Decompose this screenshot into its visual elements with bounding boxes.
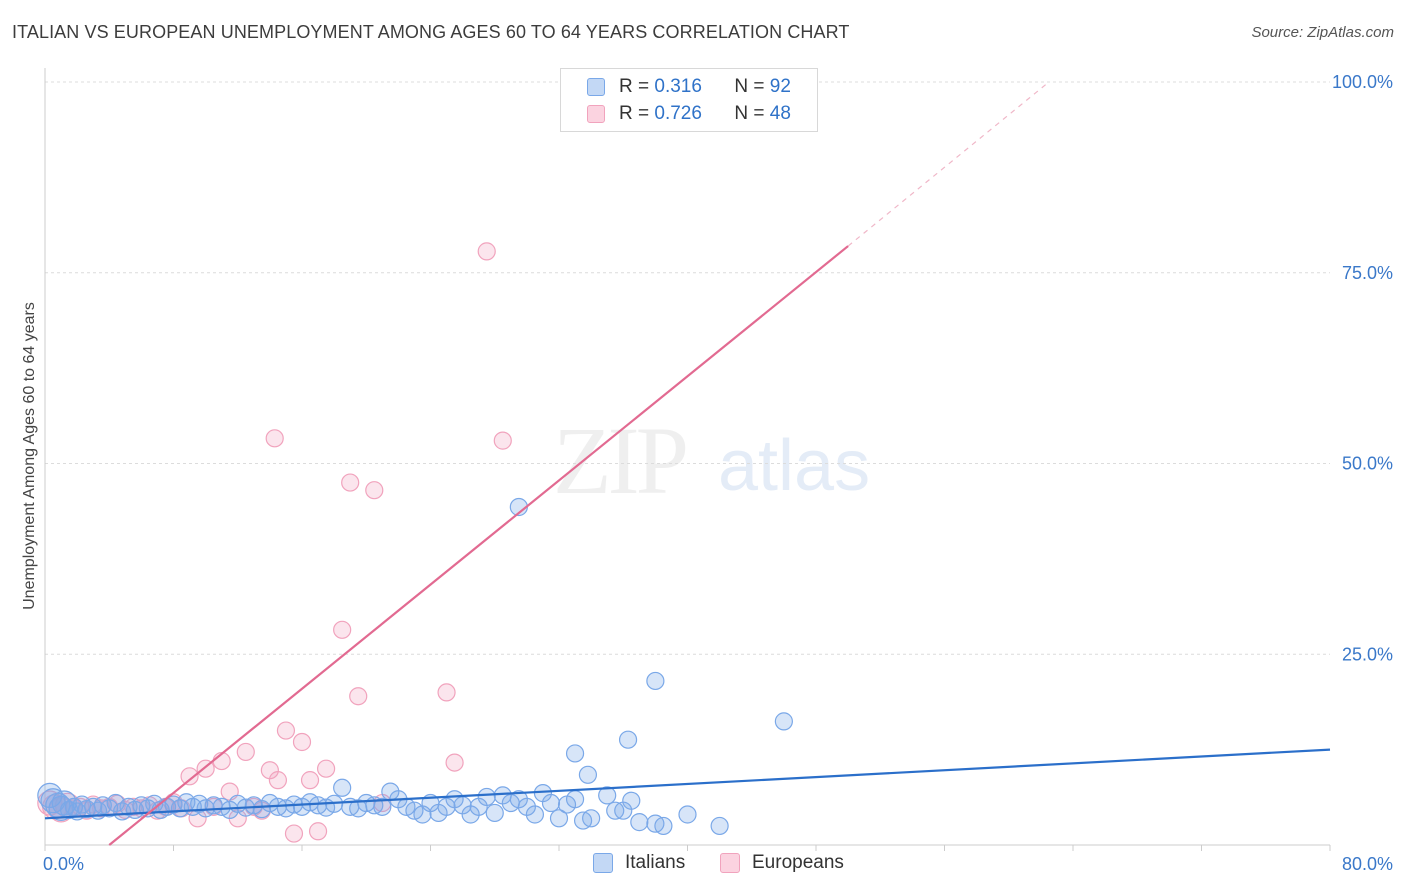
europeans-legend-label: Europeans [752,852,844,873]
y-tick-label-75: 75.0% [1342,263,1393,283]
europeans-point [341,473,360,492]
europeans-point [316,759,336,778]
europeans-point [437,683,456,702]
legend-europeans-r-value: 0.726 [654,103,702,124]
italians-point [582,809,601,828]
europeans-point [268,771,288,790]
europeans-point [365,481,384,500]
legend-italians-n-label: N = [734,76,765,97]
italians-swatch [587,78,605,96]
europeans-point [333,620,352,639]
italians-point [549,809,569,828]
legend-row-italians: R = 0.316 N = 92 [587,75,791,99]
italians-point [774,712,793,731]
source-label: Source: ZipAtlas.com [1251,24,1394,41]
europeans-point [300,771,320,790]
italians-point [333,778,352,797]
legend-europeans-n-value: 48 [769,103,791,124]
italians-point [373,797,392,816]
europeans-point [445,753,464,772]
italians-point [541,793,561,813]
italians-point [598,786,617,805]
tick-labels: 25.0% 50.0% 75.0% 100.0% 0.0% 80.0% [43,72,1393,874]
legend-europeans-n-label: N = [734,103,765,124]
italians-point [654,816,673,836]
watermark-zip: ZIP [553,407,689,514]
europeans-point [493,431,512,450]
x-tick-label-min: 0.0% [43,854,84,874]
y-tick-label-25: 25.0% [1342,644,1393,664]
trend-lines [44,81,1331,846]
europeans-point [477,242,496,261]
y-tick-label-100: 100.0% [1332,72,1393,92]
italians-point [678,805,697,824]
legend-italians-r-label: R = [619,76,650,97]
series-legend: Italians Europeans [0,852,1406,878]
italians-point [622,791,641,810]
italians-point [630,813,649,832]
europeans-point [292,732,312,752]
chart-title: ITALIAN VS EUROPEAN UNEMPLOYMENT AMONG A… [12,22,850,42]
x-tick-label-max: 80.0% [1342,854,1393,874]
europeans-point [236,742,255,762]
legend-item-europeans[interactable]: Europeans [720,852,844,874]
legend-italians-r-value: 0.316 [654,76,702,97]
italians-legend-swatch [593,853,613,873]
italians-point [525,805,545,824]
europeans-trend-extension [847,81,1050,247]
europeans-trend-line [108,245,849,846]
italians-trend-line [44,748,1331,820]
legend-europeans-r-label: R = [619,103,650,124]
europeans-point [180,767,199,786]
legend-italians-n-value: 92 [769,76,791,97]
europeans-point [265,429,284,448]
europeans-swatch [587,105,605,123]
europeans-legend-swatch [720,853,740,873]
watermark-atlas: atlas [718,426,871,506]
italians-point [565,790,585,809]
y-tick-label-50: 50.0% [1342,454,1393,474]
italians-legend-label: Italians [625,852,686,873]
europeans-point [308,822,328,841]
legend-item-italians[interactable]: Italians [593,852,685,874]
italians-points [37,497,793,836]
legend-row-europeans: R = 0.726 N = 48 [587,102,791,126]
europeans-point [276,721,296,740]
europeans-points [37,72,745,843]
correlation-legend: R = 0.316 N = 92 R = 0.726 N = 48 [560,68,818,132]
italians-point [618,730,638,749]
axes [44,68,1331,851]
italians-point [646,671,665,691]
europeans-point [284,824,304,843]
italians-point [578,765,598,784]
italians-point [710,816,729,836]
gridlines [45,81,1330,655]
italians-point [485,803,504,823]
europeans-point [349,687,368,706]
italians-point [477,787,496,807]
italians-point [565,744,585,763]
